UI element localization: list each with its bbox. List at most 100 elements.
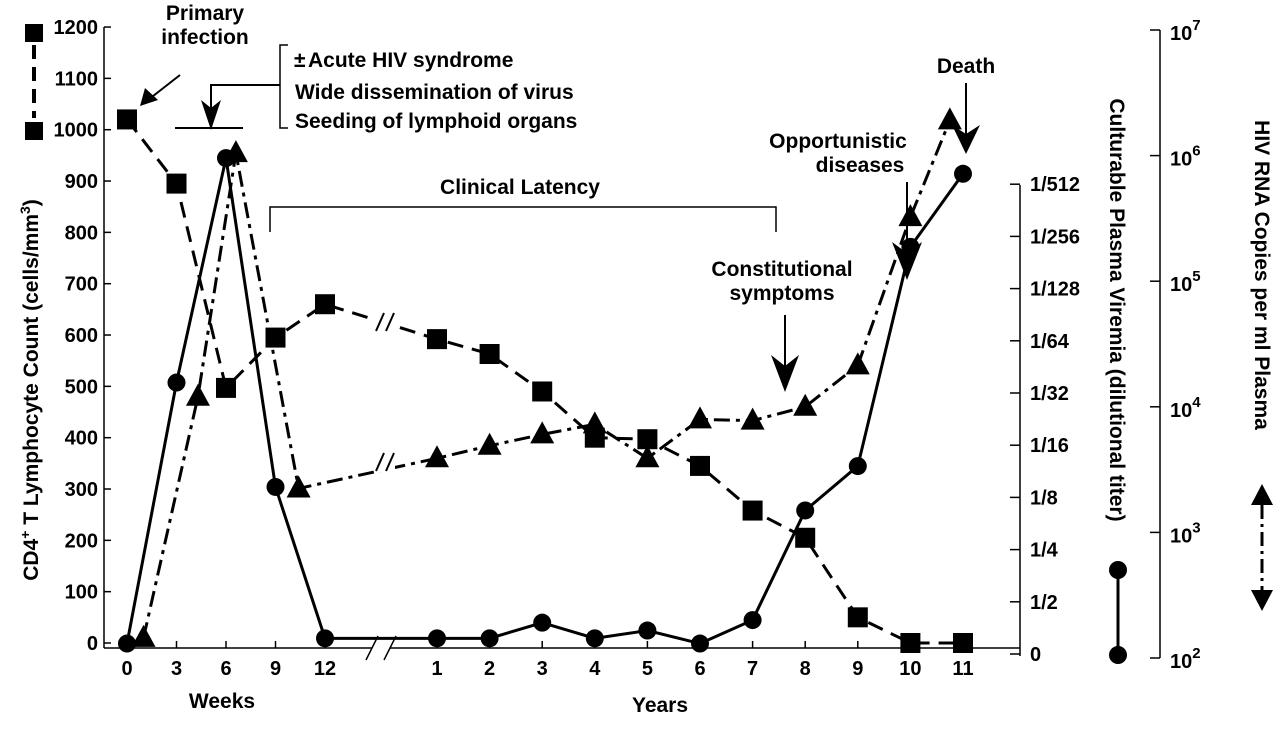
annotation-death: Death bbox=[937, 55, 995, 154]
viremia-axis-tick-label: 1/4 bbox=[1030, 540, 1059, 562]
left-axis-tick-label: 1200 bbox=[54, 17, 99, 39]
x-axis-label-years: Years bbox=[632, 694, 688, 717]
opportunistic-line2: diseases bbox=[816, 154, 905, 177]
left-axis-tick-label: 600 bbox=[65, 325, 98, 347]
left-axis-tick-label: 100 bbox=[65, 582, 98, 604]
viremia-axis-tick-label: 1/8 bbox=[1030, 487, 1058, 509]
annotation-acute-bracket: ± Acute HIV syndrome Wide dissemination … bbox=[175, 44, 577, 133]
data-point-square bbox=[315, 294, 335, 315]
square-marker-icon bbox=[25, 122, 43, 140]
viremia-axis-tick-label: 1/64 bbox=[1030, 331, 1070, 353]
data-point-square bbox=[742, 500, 763, 521]
legend-viremia-circle-solid bbox=[1109, 561, 1127, 664]
line-break-mark bbox=[385, 452, 395, 472]
x-axis-tick-label: 11 bbox=[952, 658, 973, 680]
acute-line3: Seeding of lymphoid organs bbox=[295, 110, 577, 133]
left-axis-tick-label: 1000 bbox=[54, 120, 99, 142]
left-axis-tick-label: 900 bbox=[65, 171, 98, 193]
series-line-triangle bbox=[142, 119, 952, 639]
x-axis-tick-label: 3 bbox=[171, 658, 182, 680]
x-axis-tick-label: 7 bbox=[747, 658, 758, 680]
left-axis-label: CD4+ T Lymphocyte Count (cells/mm3) bbox=[17, 199, 43, 581]
arrowhead-icon bbox=[140, 88, 158, 106]
left-axis-tick-label: 500 bbox=[65, 376, 98, 398]
x-axis-tick-label: 5 bbox=[642, 658, 653, 680]
data-point-square bbox=[847, 607, 868, 628]
data-point-circle bbox=[585, 629, 604, 648]
x-axis-tick-label: 9 bbox=[852, 658, 863, 680]
data-point-triangle bbox=[530, 421, 555, 444]
square-marker-icon bbox=[25, 24, 43, 42]
annotation-primary-infection: Primary infection bbox=[140, 2, 249, 106]
rna-axis-tick-label: 105 bbox=[1170, 268, 1201, 296]
left-axis-tick-label: 800 bbox=[65, 222, 98, 244]
triangle-marker-icon bbox=[1251, 590, 1273, 611]
data-point-triangle bbox=[845, 352, 870, 375]
viremia-axis-tick-label: 0 bbox=[1030, 644, 1041, 666]
annotation-constitutional: Constitutional symptoms bbox=[711, 258, 853, 392]
triangle-marker-icon bbox=[1251, 484, 1273, 505]
acute-line2: Wide dissemination of virus bbox=[295, 81, 574, 104]
data-point-circle bbox=[533, 613, 552, 632]
axis-break-mark bbox=[383, 635, 397, 661]
data-point-circle bbox=[316, 629, 334, 648]
data-point-square bbox=[479, 344, 500, 365]
data-point-square bbox=[637, 429, 658, 450]
rna-axis-tick-label: 103 bbox=[1170, 519, 1201, 547]
x-axis-tick-label: 3 bbox=[537, 658, 548, 680]
data-point-triangle bbox=[635, 445, 660, 468]
x-axis-tick-label: 8 bbox=[800, 658, 811, 680]
data-point-square bbox=[953, 633, 973, 653]
rna-axis-tick-label: 107 bbox=[1170, 17, 1201, 45]
left-axis-tick-label: 200 bbox=[65, 530, 98, 552]
x-axis-tick-label: 4 bbox=[589, 658, 601, 680]
viremia-axis-tick-label: 1/128 bbox=[1030, 279, 1080, 301]
circle-marker-icon bbox=[1109, 646, 1127, 664]
x-axis-tick-label: 6 bbox=[694, 658, 705, 680]
arrowhead-icon bbox=[892, 242, 922, 280]
data-point-circle bbox=[796, 501, 815, 520]
data-point-square bbox=[690, 455, 710, 476]
data-point-triangle bbox=[425, 445, 449, 468]
arrowhead-icon bbox=[201, 100, 221, 130]
data-point-square bbox=[795, 527, 816, 548]
axes: 0100200300400500600700800900100011001200… bbox=[17, 17, 1273, 717]
data-point-triangle bbox=[185, 383, 210, 406]
viremia-axis-label: Culturable Plasma Viremia (dilutional ti… bbox=[1105, 98, 1128, 521]
viremia-axis-tick-label: 1/32 bbox=[1030, 383, 1069, 405]
data-point-circle bbox=[638, 621, 657, 640]
data-point-triangle bbox=[223, 140, 248, 163]
acute-plusminus: ± bbox=[294, 49, 306, 72]
opportunistic-line1: Opportunistic bbox=[769, 130, 907, 153]
data-point-circle bbox=[428, 629, 446, 648]
constitutional-line1: Constitutional bbox=[711, 258, 852, 281]
left-axis-tick-label: 400 bbox=[65, 428, 98, 450]
data-point-circle bbox=[266, 477, 285, 496]
line-break-gap bbox=[375, 452, 395, 472]
data-point-circle bbox=[480, 629, 499, 648]
data-point-circle bbox=[691, 634, 709, 653]
x-axis-label-weeks: Weeks bbox=[189, 690, 255, 713]
x-axis-tick-label: 1 bbox=[431, 658, 442, 680]
data-point-circle bbox=[954, 164, 972, 183]
series-line-square bbox=[125, 118, 963, 645]
data-point-square bbox=[166, 173, 187, 194]
x-axis-tick-label: 10 bbox=[899, 658, 921, 680]
arrowhead-icon bbox=[952, 125, 980, 154]
legend-cd4-square-dashed bbox=[25, 24, 43, 140]
data-point-triangle bbox=[793, 393, 818, 416]
line-break-mark bbox=[375, 452, 385, 472]
viremia-axis-tick-label: 1/16 bbox=[1030, 435, 1069, 457]
legend-rna-triangle-dashdot bbox=[1251, 484, 1273, 611]
data-point-triangle bbox=[286, 475, 311, 498]
data-point-triangle bbox=[898, 204, 923, 227]
data-point-circle bbox=[743, 611, 762, 630]
death-label: Death bbox=[937, 55, 995, 78]
annotation-clinical-latency: Clinical Latency bbox=[269, 176, 777, 232]
left-axis-tick-label: 1100 bbox=[55, 68, 98, 90]
data-point-triangle bbox=[582, 411, 607, 434]
data-point-circle bbox=[848, 457, 867, 476]
x-axis-tick-label: 9 bbox=[270, 658, 281, 680]
primary-infection-line2: infection bbox=[161, 26, 249, 49]
data-point-square bbox=[117, 109, 137, 130]
